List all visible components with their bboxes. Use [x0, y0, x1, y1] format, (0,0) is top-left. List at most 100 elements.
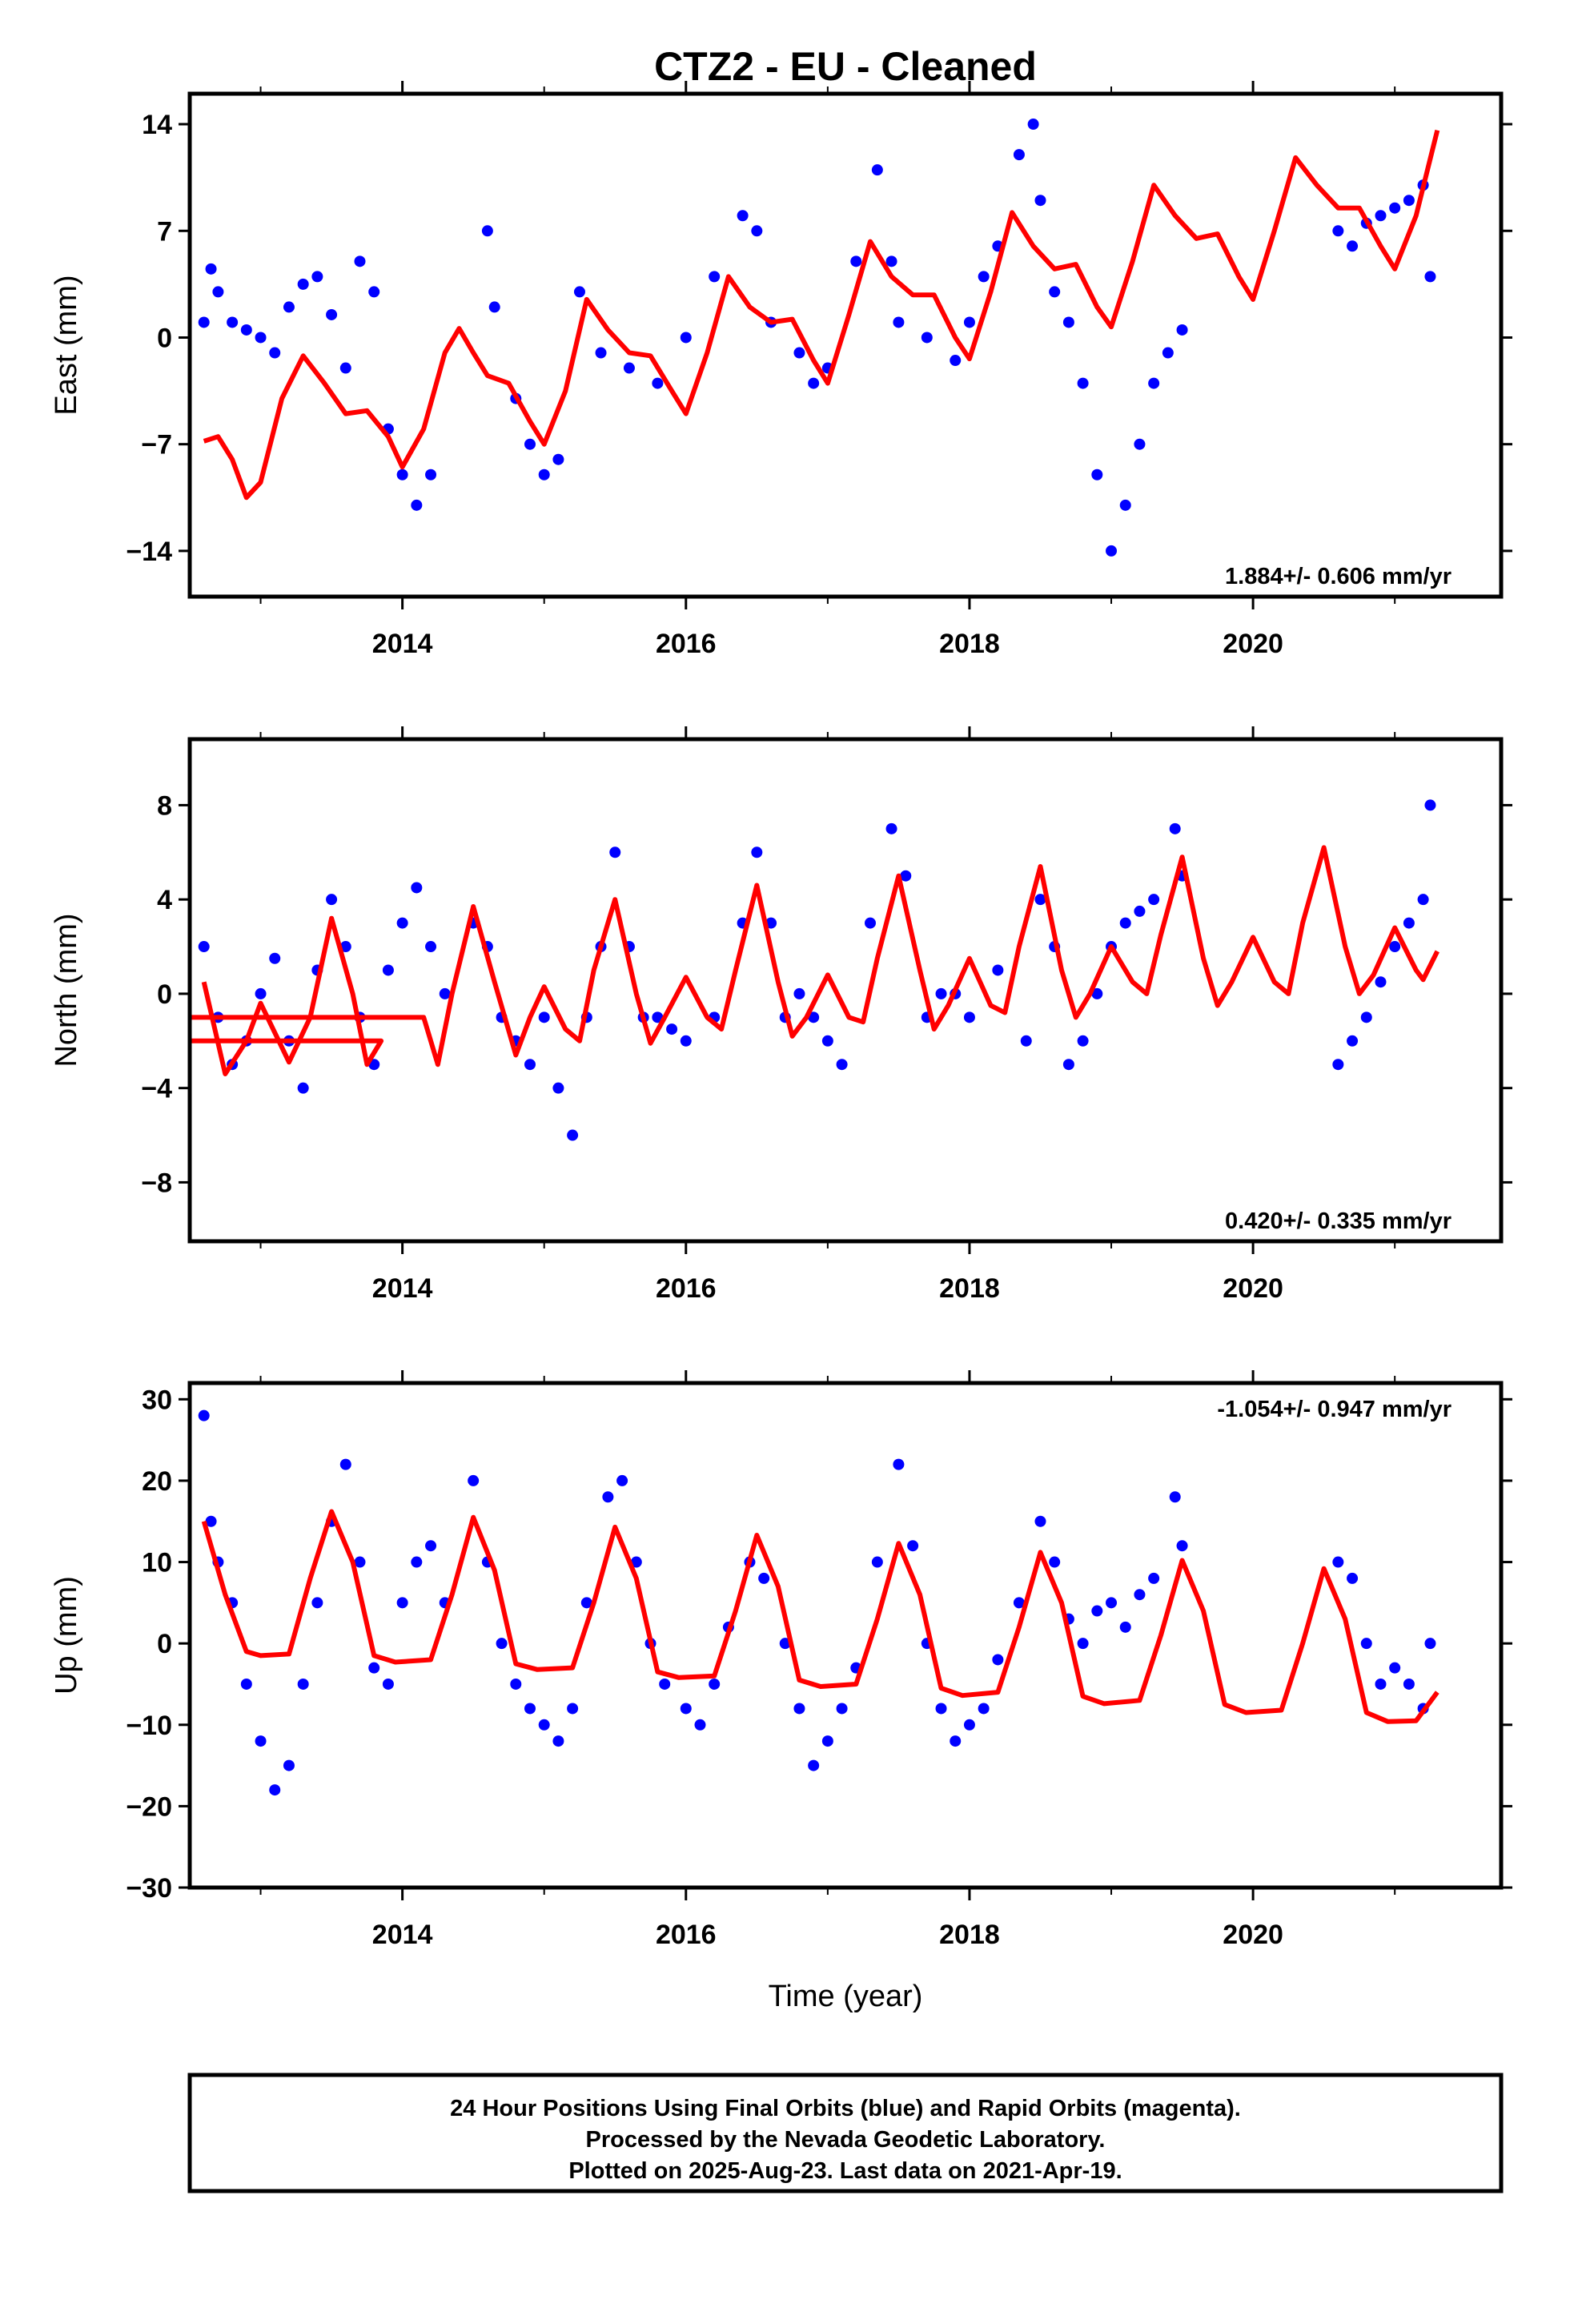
observed-point — [1119, 917, 1131, 929]
observed-series — [198, 1409, 1436, 1796]
observed-point — [623, 362, 635, 374]
model-fit-line — [203, 129, 1440, 501]
observed-point — [269, 952, 281, 964]
observed-point — [1169, 1491, 1181, 1503]
model-fit-line — [190, 845, 1439, 1076]
observed-point — [255, 1735, 267, 1747]
observed-point — [793, 987, 805, 999]
observed-point — [992, 1654, 1004, 1666]
observed-point — [1148, 1572, 1160, 1584]
observed-point — [907, 1540, 919, 1552]
y-tick-label: 8 — [157, 790, 172, 821]
observed-point — [255, 987, 267, 999]
x-tick-label: 2014 — [372, 1273, 433, 1304]
observed-point — [269, 1784, 281, 1796]
x-tick-label: 2020 — [1223, 1273, 1283, 1304]
observed-point — [652, 1011, 664, 1023]
observed-point — [1091, 1605, 1103, 1617]
observed-point — [963, 1719, 975, 1731]
y-tick-label: −14 — [126, 537, 172, 567]
observed-point — [821, 1035, 833, 1047]
x-tick-label: 2016 — [656, 629, 717, 659]
observed-point — [396, 468, 408, 480]
x-axis-label: Time (year) — [769, 1980, 923, 2013]
x-tick-label: 2020 — [1223, 1920, 1283, 1950]
observed-point — [311, 271, 323, 283]
observed-point — [978, 271, 990, 283]
observed-point — [893, 1458, 905, 1470]
observed-point — [411, 1556, 423, 1568]
observed-point — [680, 1703, 692, 1715]
observed-point — [297, 1082, 309, 1094]
y-tick-label: −4 — [141, 1074, 172, 1104]
observed-point — [297, 1678, 309, 1690]
y-tick-label: 30 — [142, 1385, 172, 1415]
observed-point — [382, 964, 394, 976]
observed-point — [1091, 468, 1103, 480]
observed-point — [1013, 149, 1025, 161]
observed-point — [1148, 894, 1160, 906]
observed-point — [758, 1572, 770, 1584]
observed-point — [1389, 1662, 1401, 1674]
y-tick-label: 14 — [142, 110, 172, 140]
observed-point — [198, 1409, 210, 1421]
velocity-rate-label: -1.054+/- 0.947 mm/yr — [1217, 1397, 1452, 1422]
x-tick-label: 2014 — [372, 629, 433, 659]
observed-point — [808, 377, 820, 389]
footer-line-2: Processed by the Nevada Geodetic Laborat… — [586, 2127, 1106, 2153]
observed-point — [1403, 195, 1415, 207]
east-panel: −14 −7 0 7 14 2014 2016 2018 2020 East (mm) 1.884+… — [50, 81, 1512, 659]
observed-point — [836, 1703, 848, 1715]
observed-point — [382, 1678, 394, 1690]
observed-point — [1106, 1597, 1118, 1609]
observed-point — [1417, 894, 1429, 906]
observed-point — [1360, 1638, 1372, 1650]
observed-point — [1148, 377, 1160, 389]
observed-point — [1424, 1638, 1436, 1650]
observed-point — [411, 499, 423, 511]
y-tick-label: 20 — [142, 1466, 172, 1497]
observed-point — [885, 822, 897, 834]
observed-point — [1091, 987, 1103, 999]
observed-point — [900, 870, 912, 882]
observed-point — [1119, 499, 1131, 511]
observed-point — [1389, 941, 1401, 953]
observed-point — [1403, 917, 1415, 929]
observed-point — [552, 1735, 564, 1747]
observed-point — [339, 362, 351, 374]
observed-point — [283, 301, 295, 313]
observed-point — [1347, 1572, 1359, 1584]
observed-point — [609, 846, 621, 858]
observed-point — [963, 1011, 975, 1023]
observed-point — [205, 1515, 217, 1527]
observed-point — [1375, 1678, 1387, 1690]
observed-point — [524, 1059, 536, 1071]
observed-point — [212, 286, 224, 298]
observed-point — [552, 1082, 564, 1094]
observed-point — [709, 1678, 721, 1690]
observed-point — [871, 1556, 883, 1568]
plot-frame — [187, 91, 1504, 599]
observed-point — [567, 1703, 579, 1715]
observed-point — [1062, 1059, 1074, 1071]
observed-point — [737, 210, 749, 222]
observed-point — [1049, 286, 1061, 298]
x-tick-label: 2018 — [939, 1920, 1000, 1950]
observed-point — [963, 316, 975, 328]
observed-point — [751, 846, 763, 858]
observed-point — [1424, 271, 1436, 283]
observed-point — [396, 1597, 408, 1609]
observed-point — [950, 355, 962, 367]
observed-point — [524, 1703, 536, 1715]
observed-point — [1034, 1515, 1046, 1527]
observed-point — [602, 1491, 614, 1503]
observed-point — [1332, 1556, 1344, 1568]
y-tick-label: −8 — [141, 1168, 172, 1198]
observed-point — [396, 917, 408, 929]
footer-line-3: Plotted on 2025-Aug-23. Last data on 202… — [568, 2158, 1122, 2184]
y-tick-label: 7 — [157, 216, 172, 247]
observed-point — [198, 941, 210, 953]
observed-point — [538, 1719, 550, 1731]
observed-point — [595, 347, 607, 359]
